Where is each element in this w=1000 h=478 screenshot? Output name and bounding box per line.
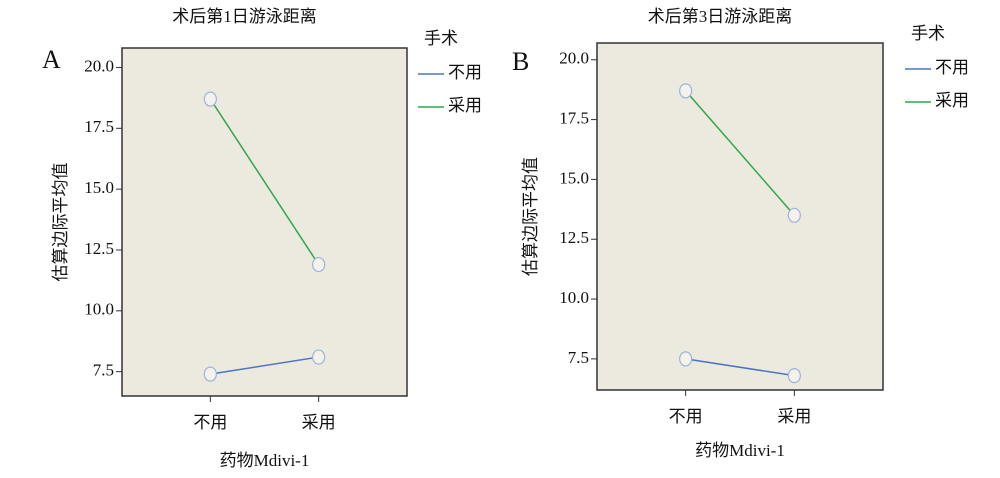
x-tick-label: 采用 <box>777 407 811 426</box>
panel-label: A <box>42 45 61 74</box>
legend-label: 不用 <box>935 58 969 77</box>
legend-label: 采用 <box>935 91 969 110</box>
point-marker <box>203 366 217 382</box>
point-marker <box>312 349 326 365</box>
chart-title: 术后第1日游泳距离 <box>172 7 317 26</box>
x-tick-label: 采用 <box>302 413 336 432</box>
point-marker <box>787 207 801 223</box>
chart-title: 术后第3日游泳距离 <box>648 7 793 26</box>
x-axis-label: 药物Mdivi-1 <box>695 441 785 460</box>
x-tick-label: 不用 <box>669 407 703 426</box>
y-tick-label: 10.0 <box>559 288 589 307</box>
legend-title: 手术 <box>911 24 945 43</box>
point-marker <box>787 368 801 384</box>
series-line <box>209 98 320 265</box>
point-marker <box>679 83 693 99</box>
y-tick-label: 17.5 <box>84 117 114 136</box>
y-tick-label: 20.0 <box>559 49 589 68</box>
y-tick-label: 10.0 <box>84 300 114 319</box>
plot-area <box>596 42 884 391</box>
y-tick-label: 7.5 <box>568 348 589 367</box>
series-line <box>685 90 795 216</box>
legend-label: 采用 <box>448 96 482 115</box>
x-tick-label: 不用 <box>193 413 227 432</box>
y-tick-label: 12.5 <box>559 228 589 247</box>
series-line <box>685 358 795 377</box>
legend-label: 不用 <box>448 63 482 82</box>
plot-area <box>121 47 408 397</box>
panel-label: B <box>512 47 529 76</box>
y-tick-label: 7.5 <box>93 361 114 380</box>
point-marker <box>679 351 693 367</box>
point-marker <box>203 91 217 107</box>
legend-title: 手术 <box>424 29 458 48</box>
y-tick-label: 20.0 <box>84 56 114 75</box>
series-line <box>210 356 319 375</box>
y-tick-label: 15.0 <box>559 168 589 187</box>
y-tick-label: 12.5 <box>84 239 114 258</box>
point-marker <box>312 256 326 273</box>
y-tick-label: 15.0 <box>84 178 114 197</box>
y-axis-label: 估算边际平均值 <box>51 163 70 282</box>
y-tick-label: 17.5 <box>559 108 589 127</box>
x-axis-label: 药物Mdivi-1 <box>220 451 310 470</box>
y-axis-label: 估算边际平均值 <box>521 157 540 276</box>
